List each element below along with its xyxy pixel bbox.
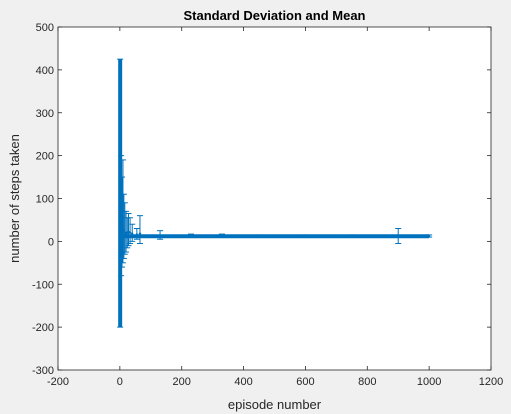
plot-area — [58, 27, 491, 370]
mean-point — [304, 235, 307, 238]
y-tick-label: -200 — [32, 322, 54, 334]
y-tick-label: -100 — [32, 279, 54, 291]
x-tick-label: 0 — [117, 376, 123, 388]
y-tick-label: 100 — [36, 194, 54, 206]
mean-point — [220, 234, 224, 238]
mean-point — [158, 234, 162, 238]
x-axis-label: episode number — [228, 397, 322, 412]
mean-point — [350, 235, 354, 238]
mean-point — [138, 232, 142, 235]
y-tick-label: 400 — [36, 65, 54, 77]
y-axis-label: number of steps taken — [7, 134, 22, 263]
x-tick-label: 800 — [358, 376, 376, 388]
y-tick-label: -300 — [32, 365, 54, 377]
x-tick-label: 200 — [173, 376, 191, 388]
mean-point — [131, 232, 134, 235]
y-tick-label: 500 — [36, 22, 54, 34]
x-tick-label: -200 — [47, 376, 69, 388]
x-tick-label: 1000 — [417, 376, 441, 388]
mean-point — [427, 235, 431, 238]
y-tick-label: 0 — [48, 236, 54, 248]
mean-point — [189, 234, 193, 238]
mean-point — [257, 235, 261, 238]
series-layer — [117, 58, 433, 328]
x-tick-label: 600 — [296, 376, 314, 388]
x-tick-label: 400 — [234, 376, 252, 388]
tick-layer: -200 0 200 400 600 800 1000 1200-300-200-100010… — [32, 22, 503, 388]
mean-point — [128, 231, 132, 234]
y-tick-label: 300 — [36, 108, 54, 120]
mean-point — [397, 234, 400, 237]
y-tick-label: 200 — [36, 151, 54, 163]
mean-point — [135, 233, 139, 236]
chart-title: Standard Deviation and Mean — [183, 8, 365, 23]
x-tick-label: 1200 — [479, 376, 503, 388]
